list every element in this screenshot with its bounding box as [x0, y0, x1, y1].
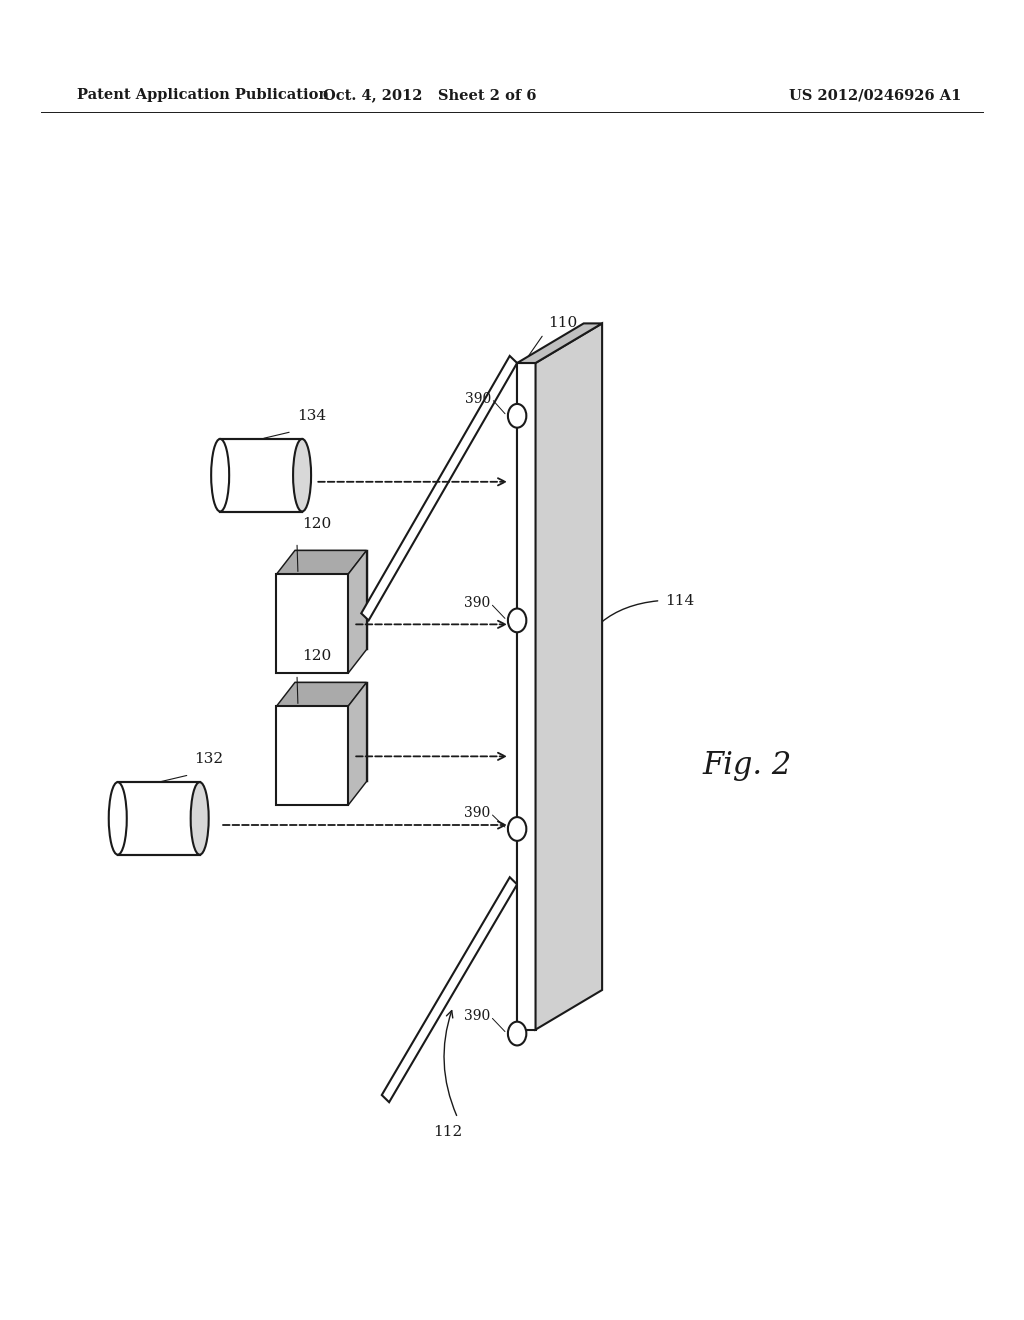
- Ellipse shape: [109, 781, 127, 855]
- Polygon shape: [348, 682, 367, 805]
- Polygon shape: [276, 550, 367, 574]
- Polygon shape: [276, 682, 367, 706]
- Text: Patent Application Publication: Patent Application Publication: [77, 88, 329, 102]
- Text: 112: 112: [433, 1125, 462, 1139]
- Text: 132: 132: [195, 752, 223, 766]
- Circle shape: [508, 404, 526, 428]
- Bar: [276, 706, 348, 805]
- Text: 390: 390: [464, 807, 490, 820]
- Text: 120: 120: [302, 517, 332, 531]
- Polygon shape: [517, 363, 536, 1030]
- Circle shape: [508, 817, 526, 841]
- Text: Fig. 2: Fig. 2: [702, 750, 793, 781]
- Polygon shape: [536, 323, 602, 1030]
- Text: Oct. 4, 2012   Sheet 2 of 6: Oct. 4, 2012 Sheet 2 of 6: [324, 88, 537, 102]
- Ellipse shape: [293, 438, 311, 511]
- Polygon shape: [348, 550, 367, 673]
- Text: 134: 134: [297, 409, 326, 422]
- Circle shape: [508, 609, 526, 632]
- Bar: [220, 438, 302, 511]
- Bar: [295, 682, 367, 781]
- Ellipse shape: [190, 781, 209, 855]
- Bar: [118, 781, 200, 855]
- Text: 390: 390: [464, 597, 490, 610]
- Text: 390: 390: [465, 392, 492, 405]
- Polygon shape: [361, 356, 517, 620]
- Text: 390: 390: [464, 1010, 490, 1023]
- Ellipse shape: [211, 438, 229, 511]
- Text: US 2012/0246926 A1: US 2012/0246926 A1: [790, 88, 962, 102]
- Circle shape: [508, 1022, 526, 1045]
- Polygon shape: [382, 878, 517, 1102]
- Bar: [276, 574, 348, 673]
- Polygon shape: [517, 323, 602, 363]
- Bar: [295, 550, 367, 649]
- Text: 120: 120: [302, 649, 332, 663]
- Text: 110: 110: [548, 315, 578, 330]
- Text: 114: 114: [666, 594, 695, 607]
